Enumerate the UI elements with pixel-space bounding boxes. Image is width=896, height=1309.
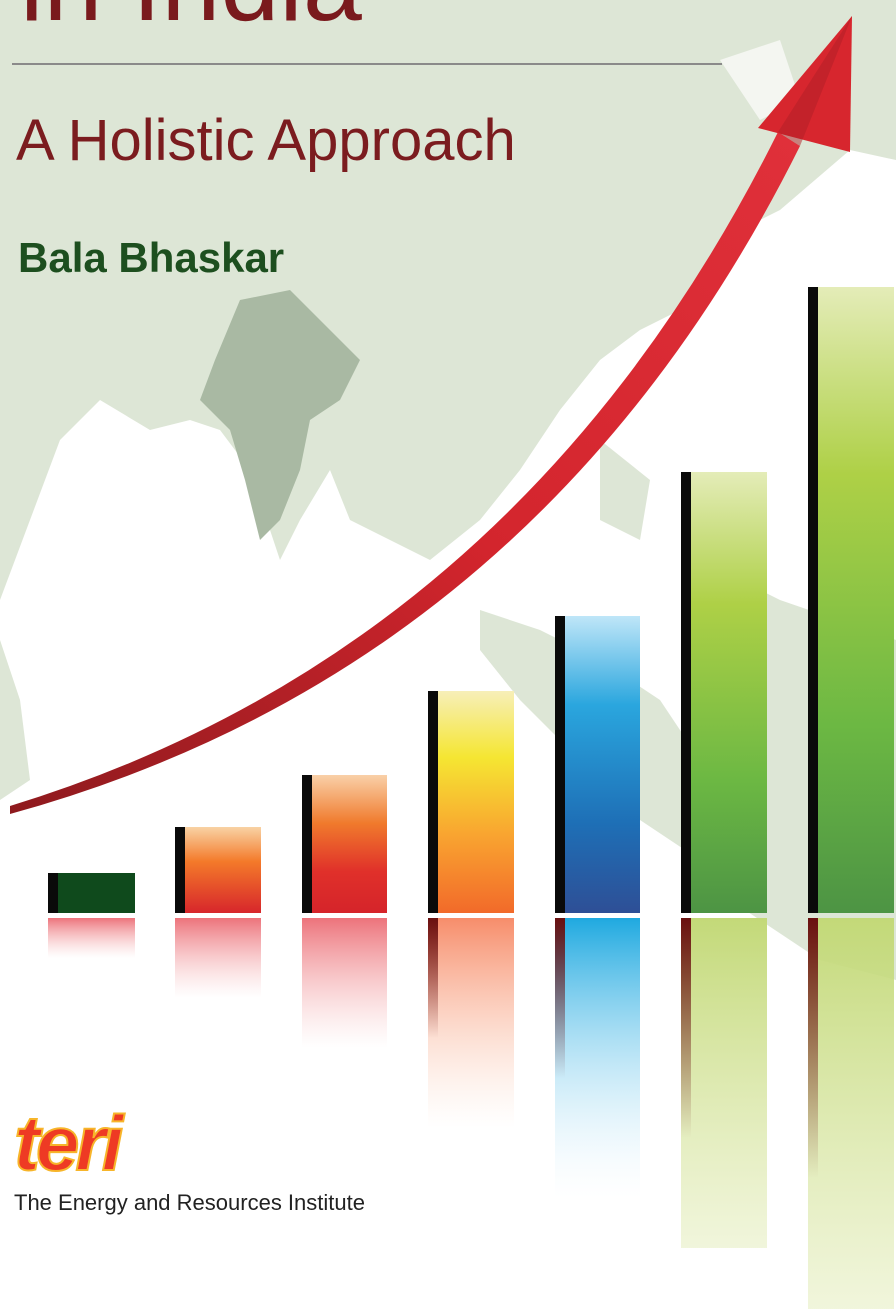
title-fragment: in India [20,0,362,43]
growth-arrow [10,16,852,814]
india-map [200,290,360,540]
subtitle: A Holistic Approach [16,108,516,173]
publisher-name: The Energy and Resources Institute [14,1190,365,1215]
publisher-logo: teri [14,1099,125,1187]
bars [48,287,894,913]
author: Bala Bhaskar [18,234,284,281]
bar-reflections [48,918,894,1309]
